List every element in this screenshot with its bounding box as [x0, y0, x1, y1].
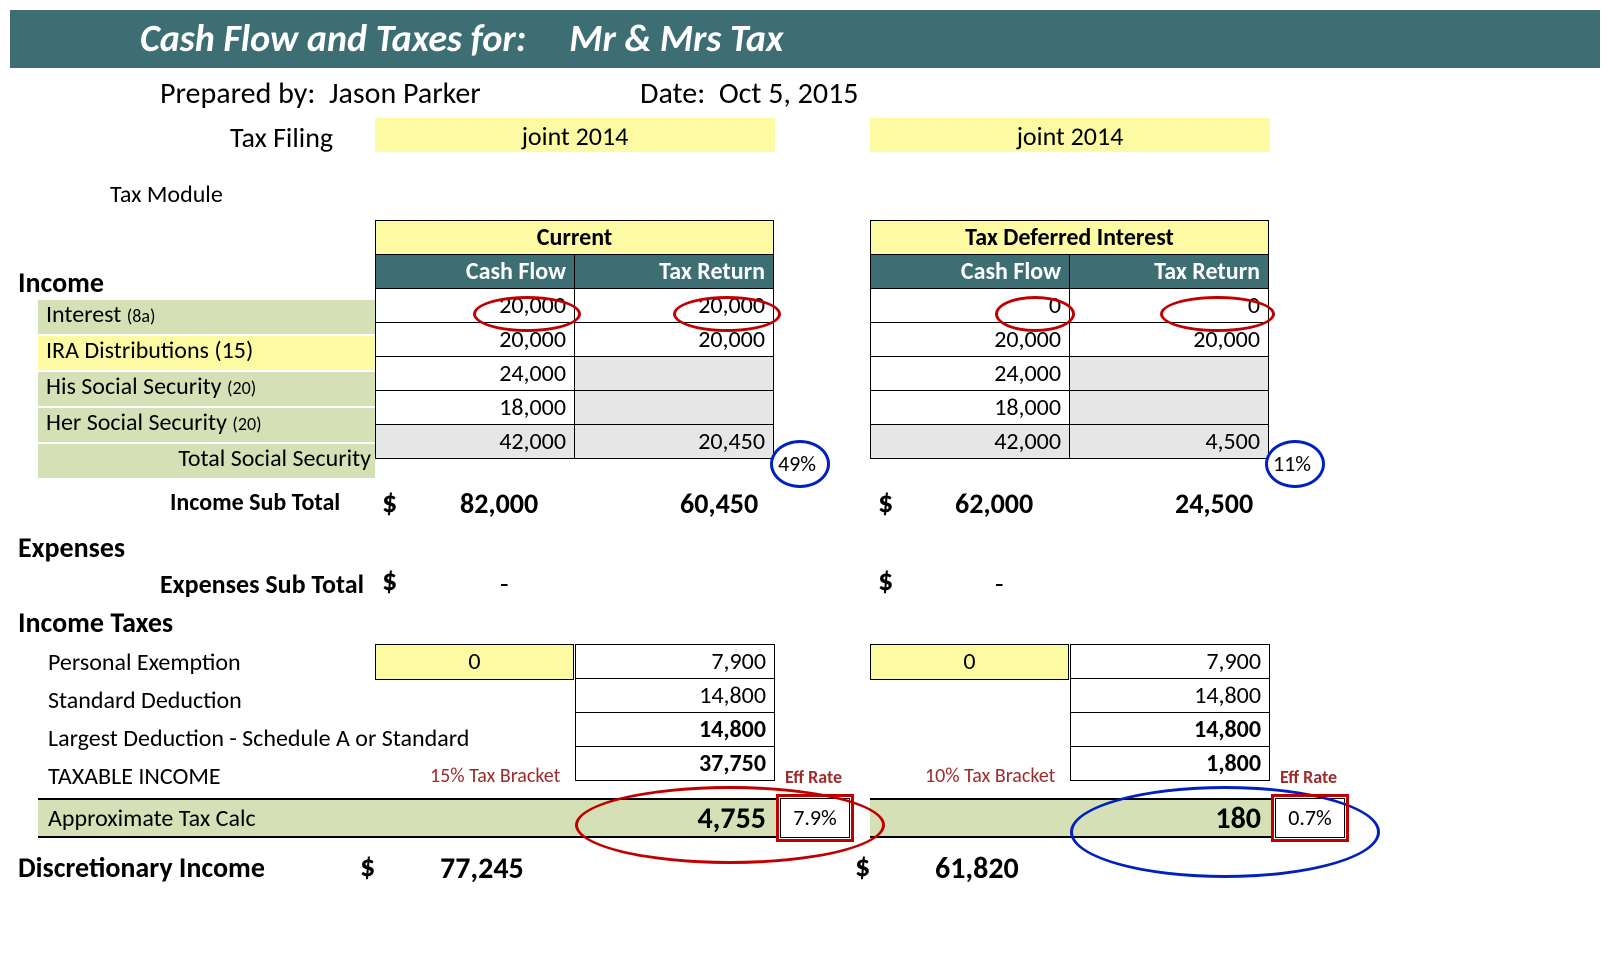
ti-label: TAXABLE INCOME	[48, 762, 221, 791]
cur-hisss-tr	[575, 357, 774, 391]
def-pe-right: 7,900	[1071, 645, 1270, 679]
income-taxes-heading: Income Taxes	[18, 605, 173, 640]
cur-bracket: 15% Tax Bracket	[430, 764, 560, 788]
cur-totss-cf: 42,000	[376, 425, 575, 459]
def-totss-cf: 42,000	[871, 425, 1070, 459]
def-interest-tr: 0	[1070, 289, 1269, 323]
cur-ira-tr: 20,000	[575, 323, 774, 357]
taxreturn-header: Tax Return	[575, 255, 774, 289]
total-ss-label: Total Social Security	[38, 444, 375, 478]
cur-herss-cf: 18,000	[376, 391, 575, 425]
cur-hisss-cf: 24,000	[376, 357, 575, 391]
def-tax-right: 7,900 14,800 14,800 1,800	[1070, 644, 1270, 781]
cur-tax-right: 7,900 14,800 14,800 37,750	[575, 644, 775, 781]
income-subtotal-label: Income Sub Total	[170, 488, 340, 517]
income-heading: Income	[18, 265, 104, 300]
expenses-subtotal-label: Expenses Sub Total	[160, 568, 364, 600]
cur-herss-tr	[575, 391, 774, 425]
def-pe-left: 0	[870, 644, 1069, 680]
def-totss-tr: 4,500	[1070, 425, 1269, 459]
largest-label: Largest Deduction - Schedule A or Standa…	[48, 724, 469, 753]
dollar-3: $	[382, 562, 397, 599]
def-interest-cf: 0	[871, 289, 1070, 323]
current-table: Current Cash Flow Tax Return 20,000 20,0…	[375, 220, 774, 459]
def-bracket: 10% Tax Bracket	[925, 764, 1055, 788]
deferred-header: Tax Deferred Interest	[871, 221, 1269, 255]
deferred-table: Tax Deferred Interest Cash Flow Tax Retu…	[870, 220, 1269, 459]
cur-interest-tr: 20,000	[575, 289, 774, 323]
dollar-5: $	[360, 848, 375, 885]
def-hisss-tr	[1070, 357, 1269, 391]
filing-label: Tax Filing	[230, 120, 333, 155]
cur-ira-cf: 20,000	[376, 323, 575, 357]
title-bar: Cash Flow and Taxes for: Mr & Mrs Tax	[10, 10, 1600, 68]
def-subtotal-tr: 24,500	[1175, 486, 1253, 521]
cur-taxcalc: 4,755	[575, 798, 774, 838]
filing-box-1: joint 2014	[375, 118, 775, 152]
discretionary-heading: Discretionary Income	[18, 850, 265, 885]
def-eff-label: Eff Rate	[1280, 766, 1337, 788]
exp-dash-1: -	[500, 566, 509, 601]
def-ira-tr: 20,000	[1070, 323, 1269, 357]
cur-pe-left: 0	[375, 644, 574, 680]
tax-module-label: Tax Module	[110, 180, 223, 209]
cur-interest-cf: 20,000	[376, 289, 575, 323]
dollar-1: $	[382, 484, 397, 521]
dollar-6: $	[855, 848, 870, 885]
def-taxcalc: 180	[1070, 798, 1269, 838]
def-largest: 14,800	[1071, 713, 1270, 747]
date: Date: Oct 5, 2015	[640, 75, 859, 112]
def-ira-cf: 20,000	[871, 323, 1070, 357]
cur-subtotal-tr: 60,450	[680, 486, 758, 521]
income-labels-col: Interest (8a) IRA Distributions (15) His…	[38, 300, 375, 478]
cur-largest: 14,800	[576, 713, 775, 747]
page: Cash Flow and Taxes for: Mr & Mrs Tax Pr…	[0, 0, 1611, 970]
prepared-by: Prepared by: Jason Parker	[160, 75, 481, 112]
cur-eff-label: Eff Rate	[785, 766, 842, 788]
def-subtotal-cf: 62,000	[955, 486, 1033, 521]
cur-sd: 14,800	[576, 679, 775, 713]
expenses-heading: Expenses	[18, 530, 125, 565]
cur-ss-pct: 49%	[778, 450, 816, 477]
current-header: Current	[376, 221, 774, 255]
def-taxable: 1,800	[1071, 747, 1270, 781]
client-name: Mr & Mrs Tax	[569, 16, 783, 62]
cur-subtotal-cf: 82,000	[460, 486, 538, 521]
taxreturn-header-2: Tax Return	[1070, 255, 1269, 289]
def-ss-pct: 11%	[1273, 450, 1311, 477]
exp-dash-2: -	[995, 566, 1004, 601]
def-herss-tr	[1070, 391, 1269, 425]
cashflow-header: Cash Flow	[376, 255, 575, 289]
def-eff-rate: 0.7%	[1275, 798, 1345, 838]
her-ss-label: Her Social Security (20)	[38, 408, 375, 442]
cur-taxable: 37,750	[576, 747, 775, 781]
cashflow-header-2: Cash Flow	[871, 255, 1070, 289]
cur-pe-right: 7,900	[576, 645, 775, 679]
def-hisss-cf: 24,000	[871, 357, 1070, 391]
interest-label: Interest (8a)	[38, 300, 375, 334]
def-sd: 14,800	[1071, 679, 1270, 713]
disc-current: 77,245	[440, 850, 524, 887]
dollar-2: $	[878, 484, 893, 521]
pe-label: Personal Exemption	[48, 648, 241, 677]
sd-label: Standard Deduction	[48, 686, 242, 715]
cur-eff-rate: 7.9%	[780, 798, 850, 838]
cur-totss-tr: 20,450	[575, 425, 774, 459]
title-prefix: Cash Flow and Taxes for:	[140, 16, 526, 62]
disc-deferred: 61,820	[935, 850, 1019, 887]
his-ss-label: His Social Security (20)	[38, 372, 375, 406]
filing-box-2: joint 2014	[870, 118, 1270, 152]
ira-label: IRA Distributions (15)	[38, 336, 375, 370]
def-herss-cf: 18,000	[871, 391, 1070, 425]
dollar-4: $	[878, 562, 893, 599]
